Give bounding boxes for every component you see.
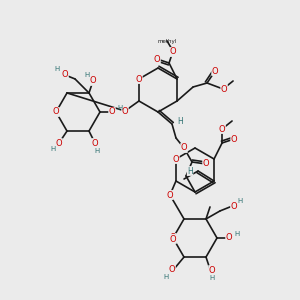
Text: O: O xyxy=(53,107,59,116)
Text: O: O xyxy=(170,47,176,56)
Text: H: H xyxy=(177,118,183,127)
Text: O: O xyxy=(219,124,225,134)
Text: H: H xyxy=(84,72,90,78)
Text: O: O xyxy=(231,134,237,143)
Text: O: O xyxy=(172,154,179,164)
Text: O: O xyxy=(181,143,187,152)
Text: O: O xyxy=(90,76,96,85)
Text: H: H xyxy=(94,148,100,154)
Text: O: O xyxy=(56,139,62,148)
Text: O: O xyxy=(170,233,176,242)
Text: methyl: methyl xyxy=(158,38,177,43)
Text: H: H xyxy=(234,231,240,237)
Text: O: O xyxy=(62,70,68,80)
Text: O: O xyxy=(136,74,142,83)
Text: O: O xyxy=(170,235,176,244)
Text: O: O xyxy=(203,160,209,169)
Text: H: H xyxy=(50,146,56,152)
Text: O: O xyxy=(212,67,218,76)
Text: O: O xyxy=(92,139,98,148)
Text: O: O xyxy=(109,107,115,116)
Text: O: O xyxy=(221,85,227,94)
Text: H: H xyxy=(54,66,60,72)
Text: H: H xyxy=(237,198,243,204)
Text: O: O xyxy=(122,106,128,116)
Text: O: O xyxy=(167,190,173,200)
Text: O: O xyxy=(226,233,232,242)
Text: O: O xyxy=(169,265,175,274)
Text: O: O xyxy=(154,55,160,64)
Text: O: O xyxy=(209,266,215,274)
Text: H: H xyxy=(164,274,169,280)
Text: H: H xyxy=(209,275,214,281)
Text: H: H xyxy=(187,167,193,176)
Text: O: O xyxy=(231,202,237,211)
Text: H: H xyxy=(117,105,123,111)
